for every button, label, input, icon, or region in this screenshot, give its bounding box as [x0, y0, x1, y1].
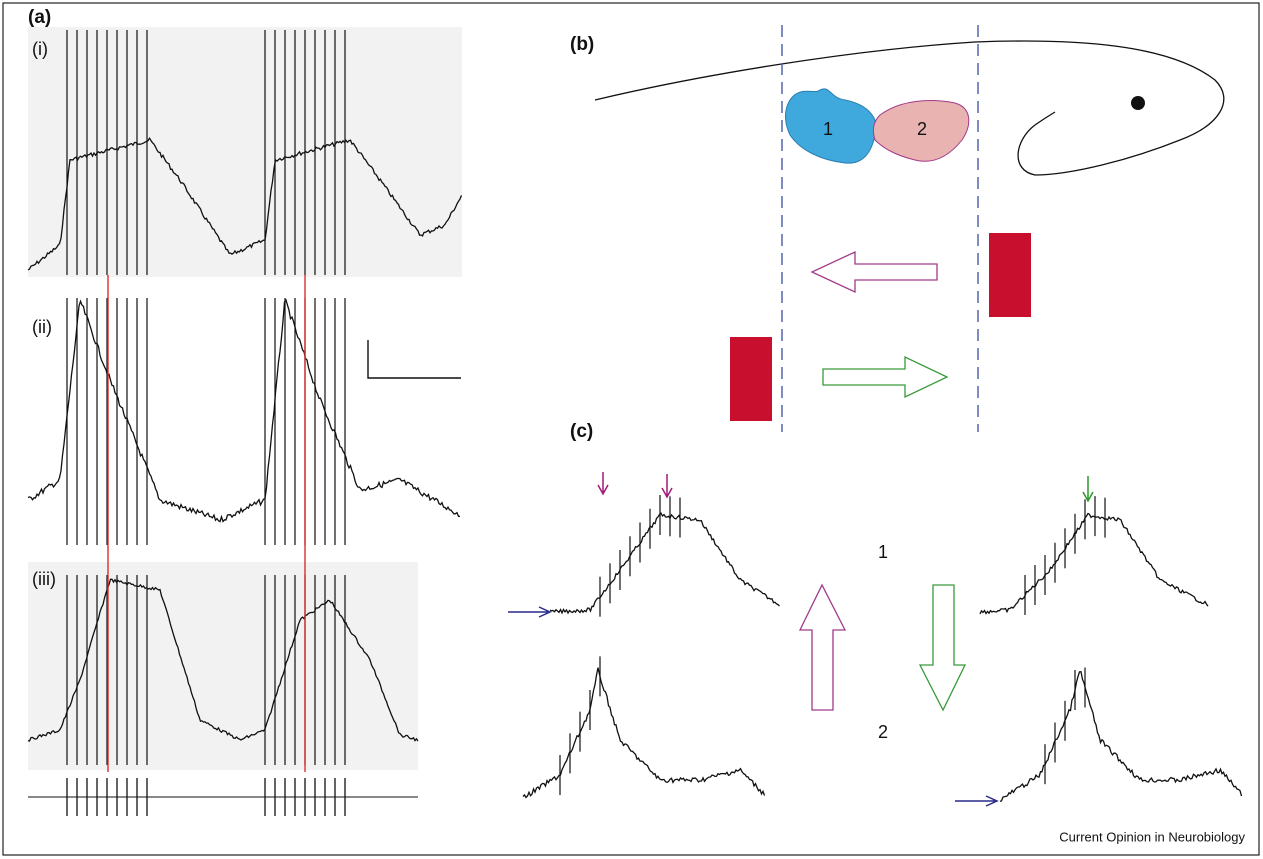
panel-label: (b): [570, 34, 594, 55]
trace: [980, 514, 1208, 614]
panel-label: (c): [570, 421, 593, 442]
credit: Current Opinion in Neurobiology: [1059, 829, 1245, 844]
panel-label: (a): [28, 7, 51, 28]
scale-bar: [368, 340, 461, 378]
trace-label: (ii): [32, 317, 52, 337]
markers: [508, 472, 1093, 806]
stimulus: [989, 233, 1031, 317]
trace: [550, 513, 780, 613]
region-label: 1: [823, 119, 833, 139]
trace: [28, 300, 460, 522]
motion-arrow: [823, 357, 947, 397]
trace: [1000, 672, 1242, 802]
fish-eye: [1131, 96, 1145, 110]
region-label: 2: [917, 119, 927, 139]
direction-arrow: [920, 585, 965, 710]
direction-arrow: [800, 585, 845, 710]
row-label: 1: [878, 542, 888, 562]
figure: (a) (i) (ii) (iii) (b) 1 2 (c) 1 2 Curre…: [0, 0, 1263, 859]
trace-background: [28, 27, 462, 277]
trace-label: (iii): [32, 569, 56, 589]
row-label: 2: [878, 722, 888, 742]
motion-arrow: [812, 252, 937, 292]
trace: [523, 668, 765, 798]
stimulus: [730, 337, 772, 421]
trace-label: (i): [32, 39, 48, 59]
